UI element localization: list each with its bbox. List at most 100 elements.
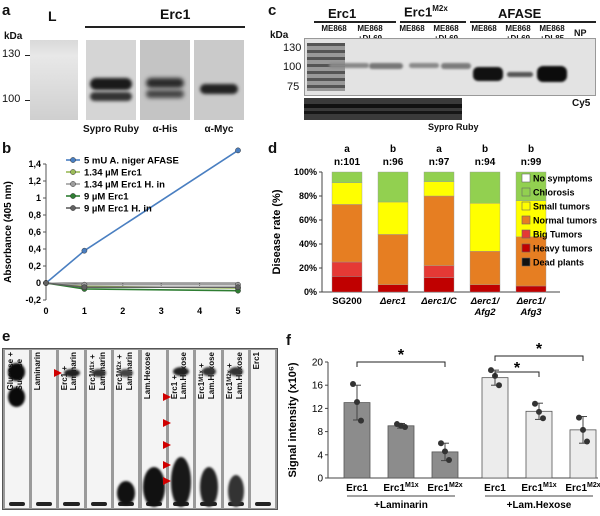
- panel-a-his-blot: [140, 40, 190, 120]
- panel-a-caption-his: α-His: [152, 124, 178, 135]
- panel-c-group-erc1: Erc1: [328, 6, 357, 21]
- panel-d-ylabel: Disease rate (%): [271, 189, 283, 274]
- panel-a-myc-blot: [194, 40, 244, 120]
- panel-d-legend-swatch: [521, 215, 531, 225]
- panel-f-significance-bracket: [494, 355, 584, 361]
- panel-f-point: [350, 381, 356, 388]
- panel-d-n: n:99: [521, 157, 542, 168]
- panel-f-point: [488, 367, 494, 374]
- panel-d-ytick-label: 80%: [299, 191, 317, 201]
- panel-f-point: [354, 399, 360, 406]
- panel-f-category-label: Erc1M1x: [521, 482, 556, 494]
- panel-f-ytick-label: 20: [312, 358, 324, 369]
- panel-d-bar-segment: [331, 204, 363, 263]
- panel-e-lane-label: Laminarin: [32, 352, 42, 391]
- panel-d-bar-segment: [423, 181, 455, 197]
- panel-b-xtick-label: 2: [120, 306, 125, 315]
- panel-a-title-line: [85, 26, 245, 28]
- panel-e-arrow-icon: [163, 419, 172, 427]
- panel-e-spot: [228, 367, 243, 376]
- panel-a-caption-myc: α-Myc: [204, 124, 234, 135]
- panel-d-ytick-label: 100%: [294, 167, 317, 177]
- panel-e-spot: [173, 367, 190, 376]
- panel-d-bar-segment: [331, 171, 363, 184]
- panel-f-bar: [387, 425, 415, 479]
- panel-b-legend-label: 9 µM Erc1 H. in: [84, 204, 152, 215]
- panel-d-bar-segment: [423, 171, 455, 182]
- panel-a-kda: kDa: [4, 31, 23, 42]
- panel-b-point: [81, 247, 88, 254]
- panel-e-origin-spot: [8, 502, 25, 506]
- panel-c-group-afase: AFASE: [498, 6, 542, 21]
- panel-d-bar-segment: [515, 200, 547, 237]
- panel-d-bar-segment: [515, 171, 547, 201]
- panel-d-legend-label: Heavy tumors: [533, 244, 593, 254]
- panel-e-spot: [227, 475, 244, 507]
- panel-d-legend-swatch: [521, 243, 531, 253]
- panel-f-point: [584, 438, 590, 445]
- panel-f-significance-bracket: [356, 361, 446, 367]
- panel-e-spot: [119, 369, 134, 377]
- panel-c-blot-sypro: [304, 98, 462, 120]
- panel-d-bar-segment: [331, 261, 363, 277]
- panel-d-letter: a: [436, 144, 442, 155]
- panel-d-legend-label: Chlorosis: [533, 188, 575, 198]
- panel-e-lane: Erc1: [251, 350, 276, 508]
- panel-f-point: [438, 440, 444, 447]
- panel-d-chart: 100% 80% 60% 40% 20% 0% Disease rate (%) a n:101…: [271, 144, 597, 318]
- panel-b-ytick-label: 0,4: [28, 244, 41, 254]
- panel-b-point: [235, 284, 241, 291]
- panel-b-legend-marker: [70, 181, 76, 187]
- panel-f-significance-star: *: [398, 347, 405, 364]
- panel-e-arrow-icon: [163, 461, 172, 469]
- panel-b-ytick-label: 0: [36, 278, 41, 288]
- panel-c-line-3: [470, 21, 596, 23]
- panel-a-title: Erc1: [160, 6, 191, 22]
- panel-f-category-label: Erc1: [484, 483, 506, 494]
- panel-b-ytick-label: 0,2: [28, 261, 41, 271]
- panel-b-label: b: [2, 140, 12, 157]
- panel-b-legend-marker: [70, 205, 76, 211]
- panel-b-legend-label: 5 mU A. niger AFASE: [84, 156, 179, 167]
- panel-d-bar-segment: [377, 234, 409, 286]
- panel-d-n: n:96: [383, 157, 404, 168]
- panel-d-bar-segment: [423, 277, 455, 293]
- panel-f-point: [580, 426, 586, 433]
- panel-f-group-label: +Laminarin: [374, 500, 428, 511]
- panel-f-point: [532, 400, 538, 407]
- panel-d-legend-label: Small tumors: [533, 202, 590, 212]
- panel-b-chart: 1,41,210,80,60,40,20-0,20123454NPA subst…: [3, 147, 241, 315]
- panel-f-category-label: Erc1M1x: [383, 482, 418, 494]
- panel-b-legend-marker: [70, 193, 76, 199]
- panel-f-group-label: +Lam.Hexose: [507, 500, 572, 511]
- panel-f-label: f: [286, 332, 291, 349]
- panel-d-legend-swatch: [521, 201, 531, 211]
- panel-d-ytick-label: 0%: [304, 287, 317, 297]
- panel-c-blot-main: [304, 38, 596, 96]
- panel-d-bar-segment: [469, 250, 501, 285]
- panel-d-ytick-label: 20%: [299, 263, 317, 273]
- panel-e-spot: [201, 367, 216, 376]
- panel-b-legend-label: 9 µM Erc1: [84, 192, 129, 203]
- panel-e-spot: [117, 481, 136, 505]
- panel-d-n: n:94: [475, 157, 496, 168]
- panel-f-point: [402, 423, 408, 430]
- panel-c-line-2: [400, 21, 466, 23]
- panel-d-legend-label: Big Tumors: [533, 230, 582, 240]
- panel-b-ytick-label: 1,4: [28, 159, 41, 169]
- panel-b-legend-label: 1.34 µM Erc1: [84, 168, 142, 179]
- panel-d-n: n:101: [334, 157, 361, 168]
- panel-e-tlc-plate: Glucose +SucroseLaminarinErc1 +Laminarin…: [2, 348, 278, 510]
- panel-d-bar-segment: [515, 236, 547, 287]
- panel-b-point: [43, 280, 49, 286]
- panel-b-ytick-label: 1: [36, 193, 41, 203]
- panel-d-ytick-label: 60%: [299, 215, 317, 225]
- panel-e-lane-label: Lam.Hexose: [142, 352, 152, 400]
- panel-d-bar-segment: [469, 171, 501, 204]
- panel-e-origin-spot: [90, 502, 108, 506]
- panel-f-point: [446, 457, 452, 464]
- panel-f-significance-star: *: [514, 360, 521, 377]
- panel-a-tick-line: [25, 55, 30, 56]
- panel-e-spot: [199, 467, 218, 507]
- panel-a-lane-L-blot: [30, 40, 78, 120]
